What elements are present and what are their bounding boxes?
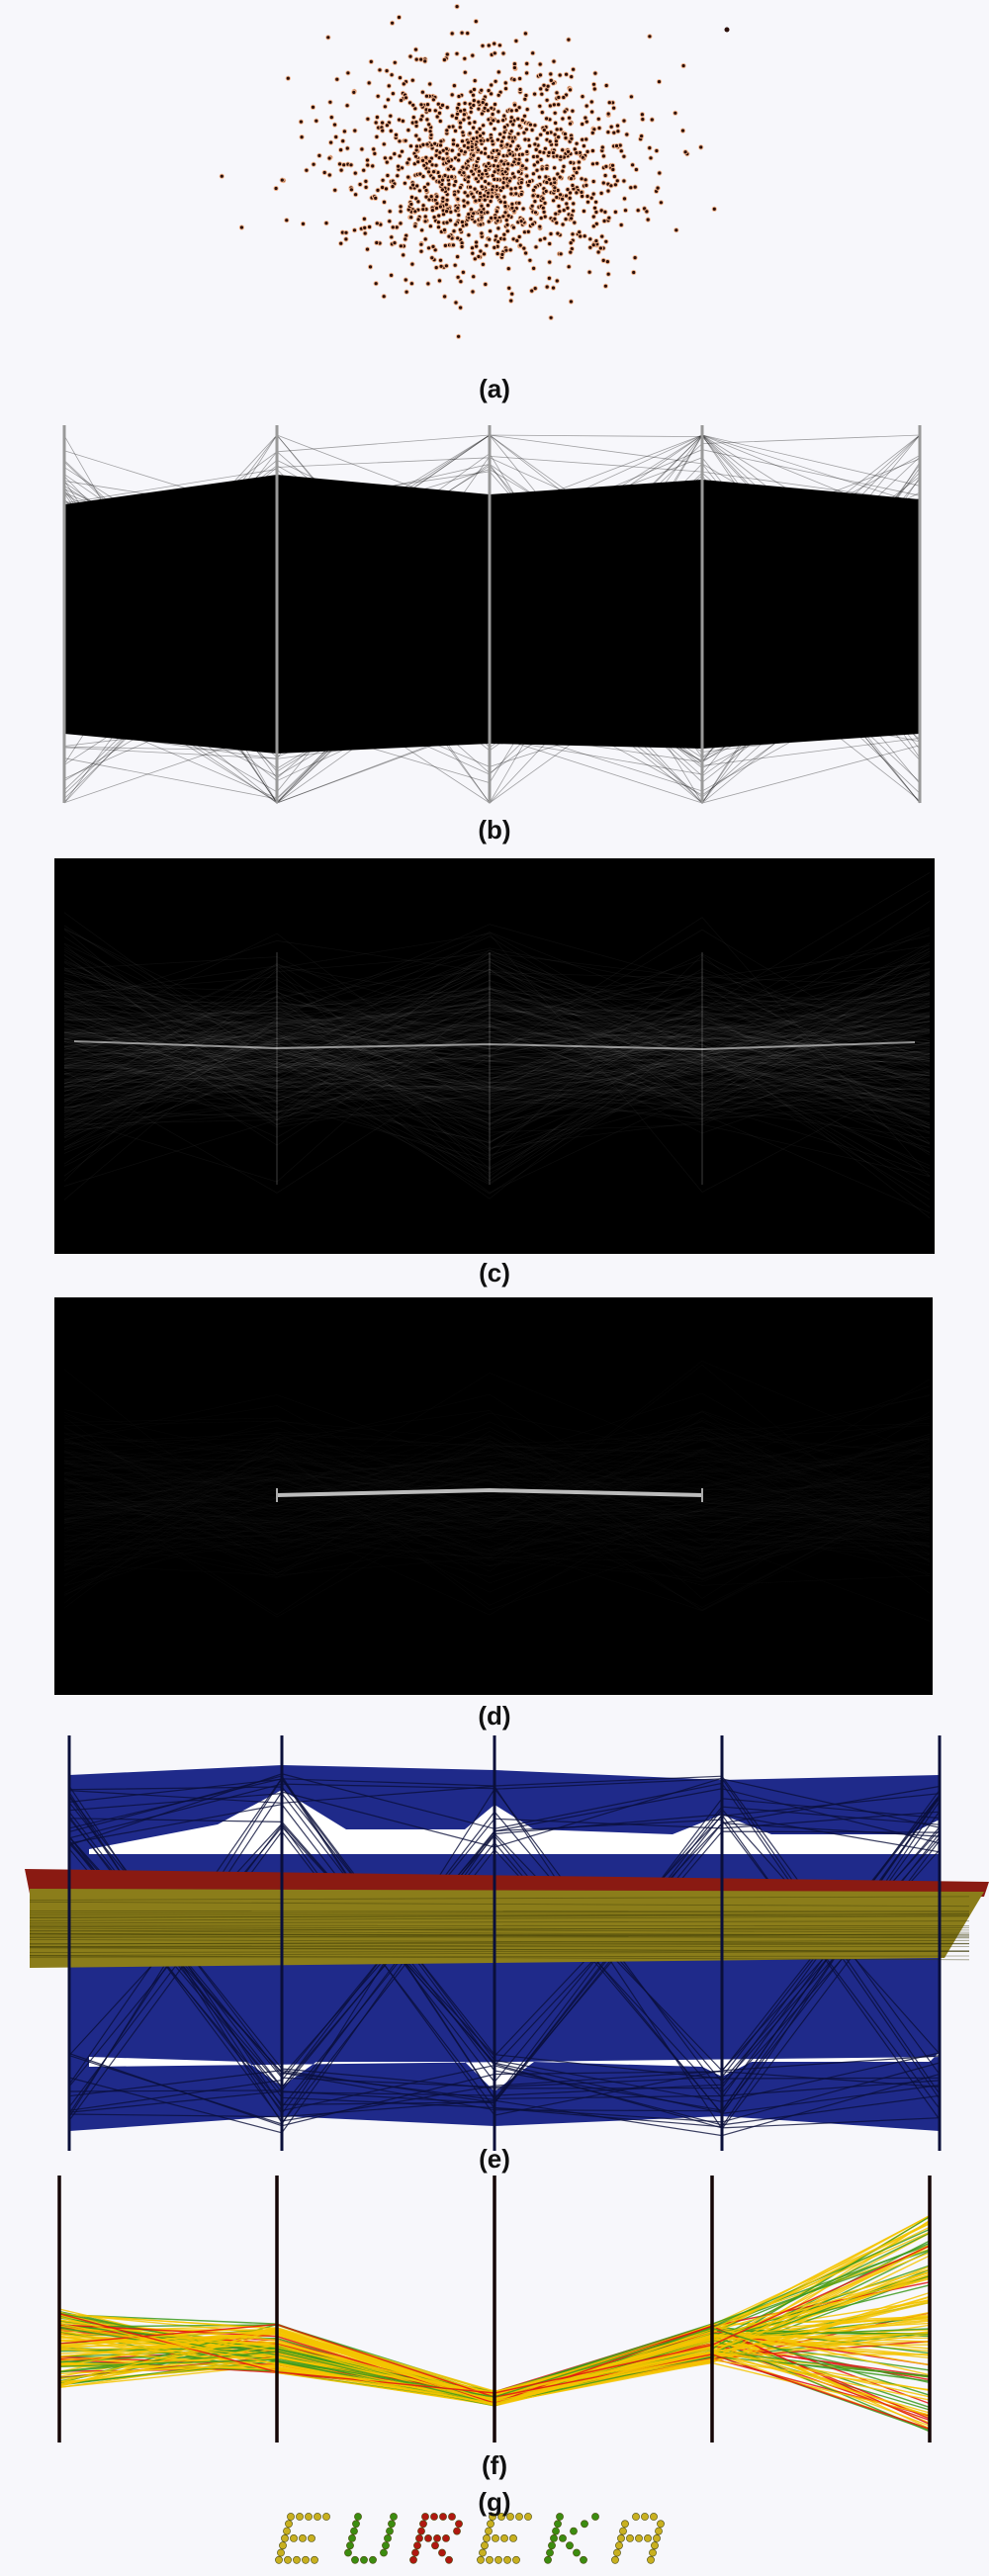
- bundle-plot-panel: [40, 2176, 949, 2462]
- eureka-letter-1: [275, 2513, 329, 2563]
- caption-b: (b): [445, 815, 544, 845]
- parallel-coords-black: [54, 415, 930, 811]
- eureka-letters: [275, 2513, 664, 2563]
- eureka-dot-text: [267, 2512, 682, 2567]
- caption-e: (e): [445, 2144, 544, 2175]
- caption-f: (f): [445, 2450, 544, 2481]
- cluster-plot-panel: [20, 1735, 989, 2151]
- scatter-plot: [178, 0, 811, 366]
- caption-d: (d): [445, 1701, 544, 1732]
- eureka-panel: [267, 2512, 682, 2567]
- density-plot: [54, 858, 935, 1254]
- dark-density-plot: [54, 1297, 933, 1695]
- density-plot-panel: [54, 858, 935, 1254]
- eureka-letter-4: [477, 2513, 531, 2563]
- caption-g: (g): [445, 2487, 544, 2518]
- bundle-plot: [40, 2176, 949, 2462]
- scatter-points: [220, 4, 730, 339]
- eureka-letter-3: [409, 2513, 462, 2563]
- caption-c: (c): [445, 1258, 544, 1288]
- scatter-plot-panel: [178, 0, 811, 366]
- dark-density-panel: [54, 1297, 933, 1695]
- eureka-letter-6: [611, 2513, 664, 2563]
- eureka-letter-2: [344, 2513, 397, 2563]
- eureka-letter-5: [544, 2513, 598, 2563]
- cluster-plot: [20, 1735, 989, 2151]
- caption-a: (a): [445, 374, 544, 404]
- parallel-coords-black-panel: [54, 415, 930, 811]
